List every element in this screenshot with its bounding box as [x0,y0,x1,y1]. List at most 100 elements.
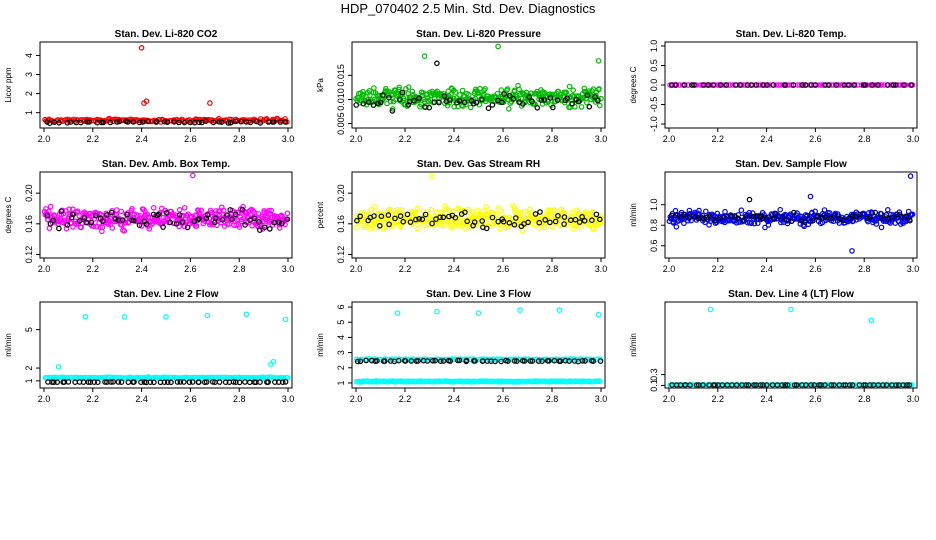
x-tick-label: 2.2 [399,134,412,144]
x-tick-label: 3.0 [282,264,295,274]
data-point [744,82,751,88]
data-point [164,119,171,126]
data-point [232,211,239,218]
data-point [196,379,202,386]
data-point [579,214,585,220]
data-point [765,214,772,221]
data-point [54,379,61,386]
data-point [498,87,505,93]
data-point [107,119,114,126]
data-point [99,224,106,231]
data-point [504,86,511,92]
data-point [261,224,268,231]
data-point [216,119,222,125]
data-point [415,358,421,364]
data-point [889,214,895,221]
data-point [868,317,875,324]
data-point [108,209,115,216]
data-point [737,82,744,88]
data-point [150,205,157,211]
data-point [276,225,283,231]
data-point [456,98,463,104]
x-tick-label: 2.2 [712,394,725,404]
data-point [144,211,151,218]
data-point [118,379,125,385]
x-tick-label: 2.4 [135,394,148,404]
data-point [867,214,873,221]
data-point [536,219,543,226]
data-point [589,217,595,224]
data-point [495,43,501,50]
data-point [121,313,128,320]
x-tick-label: 2.0 [350,394,363,404]
y-axis-label: degrees C [4,196,13,233]
data-point [434,308,440,315]
data-point [464,218,471,225]
data-point [506,220,513,226]
panel-5: Stan. Dev. Gas Stream RH percent 2.0 2.2 2.4… [316,159,607,274]
data-point [793,382,800,388]
data-point [190,172,196,179]
data-point [379,92,386,98]
data-point [814,213,821,220]
plot-frame [664,301,918,389]
data-point [681,82,688,88]
data-point [454,356,460,363]
x-tick-label: 2.6 [184,394,197,404]
data-point [210,379,216,385]
data-point [360,100,367,107]
x-tick-label: 2.6 [809,264,822,274]
data-point [266,207,272,214]
data-point [68,214,75,221]
y-tick-label: 0.1 [649,379,659,392]
panel-title: Stan. Dev. Amb. Box Temp. [102,159,230,170]
data-point [580,94,587,101]
data-point [475,310,482,316]
data-point [131,211,138,218]
data-point [883,382,890,388]
data-point [270,119,277,125]
x-tick-label: 2.8 [546,394,559,404]
x-tick-label: 2.6 [809,134,822,144]
data-point [174,379,181,385]
data-point [857,211,863,218]
y-tick-label: 0.010 [336,88,346,111]
data-point [233,118,239,125]
data-point [85,379,92,385]
x-tick-label: 2.4 [135,134,148,144]
plot-frame [351,41,606,129]
data-point [738,207,745,214]
y-tick-label: 1.0 [649,198,659,211]
data-point [783,217,790,223]
data-point [734,215,741,222]
data-point [438,222,445,229]
data-point [678,214,684,221]
data-point [227,207,234,213]
data-point [482,219,488,226]
data-point [387,358,394,364]
data-point [251,215,257,222]
y-tick-label: 2 [336,365,346,370]
data-point [721,214,728,221]
data-point [97,224,103,230]
data-point [168,379,174,386]
data-point [875,82,881,88]
data-point [360,88,366,95]
y-axis-label: ml/min [316,333,325,357]
panel-8: Stan. Dev. Line 3 Flow ml/min 2.0 2.2 2.4 2.6… [316,289,607,404]
data-point [282,316,289,323]
data-point [375,100,381,107]
data-point [512,215,519,221]
y-tick-label: 3 [24,72,34,77]
data-point [586,104,593,110]
data-point [110,379,116,385]
data-point [534,105,541,111]
series-line-4-lt-flow [667,306,915,388]
data-point [265,379,271,385]
data-point [125,379,132,386]
data-point [440,358,447,364]
data-point [564,95,571,102]
data-point [108,379,114,385]
y-tick-label: 2 [24,91,34,96]
series-reference [354,209,603,232]
